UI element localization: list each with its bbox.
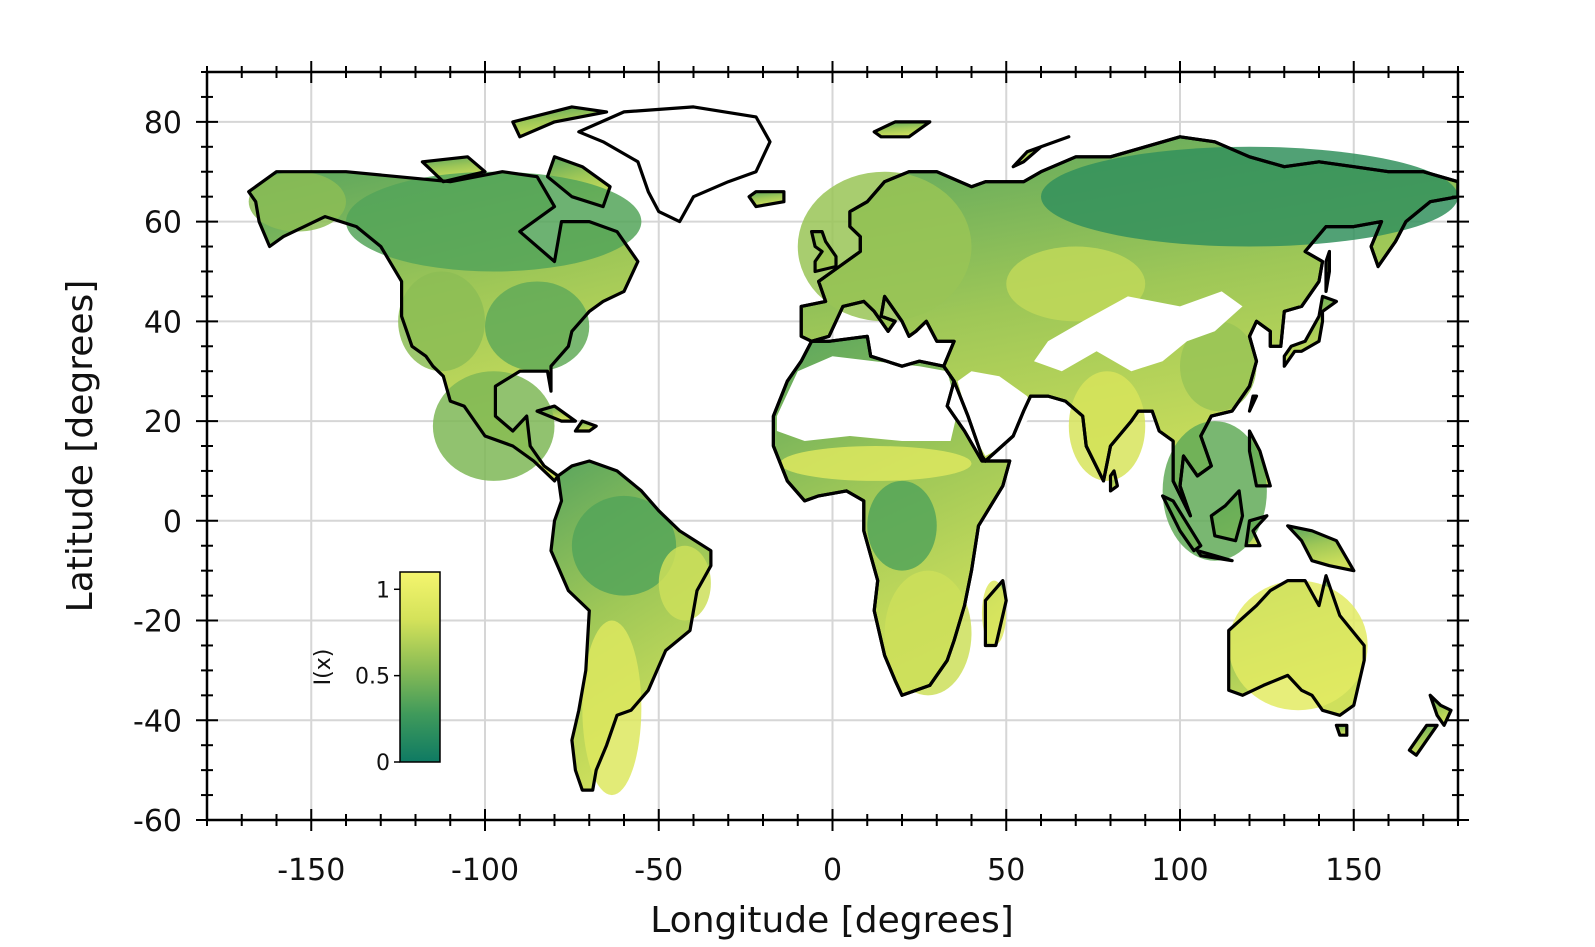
coastline-sri-lanka [1108,469,1119,493]
x-tick-label: -100 [451,853,519,888]
coastline-new-guinea [1286,524,1356,573]
region-value [780,446,972,481]
y-tick-label: -40 [133,704,182,739]
coastlines [247,105,1458,792]
region-value [398,271,485,372]
y-tick-labels: 80 60 40 20 0 -20 -40 -60 [133,106,182,839]
x-tick-label: -150 [277,853,345,888]
x-tick-label: 50 [987,853,1025,888]
region-value [485,281,590,372]
region-value [1041,146,1458,247]
coastline-borneo [1209,489,1245,543]
coastline-new-zealand-north [1428,693,1453,727]
plot-area: -150 -100 -50 0 50 100 150 806040200-20-40-60 … [60,61,1469,941]
region-value [658,545,711,621]
axis-ticks [196,61,1469,831]
region-value [1006,246,1146,322]
coastline-sumatra [1161,494,1203,553]
region-value [571,495,677,596]
region-value [1068,371,1146,481]
x-tick-label: 0 [823,853,842,888]
x-tick-label: 100 [1151,853,1208,888]
region-value [867,480,937,571]
land-new-guinea [1287,525,1354,571]
x-tick-label: -50 [634,853,683,888]
x-tick-label: 150 [1325,853,1382,888]
coastline-new-zealand-south [1407,723,1439,757]
coastline-australia [1227,574,1366,717]
region-value [346,171,642,272]
region-value [797,171,972,322]
coastline-sakhalin [1324,249,1331,293]
y-tick-label: 20 [144,405,182,440]
coastline-north-america [247,170,640,483]
colorbar-label: I(x) [311,649,336,686]
heatmap-regions [248,146,1458,796]
coastline-great-britain [810,230,838,274]
coastline-sulawesi [1244,514,1269,548]
coastline-africa-overlay [771,334,1012,697]
y-tick-label: -60 [133,804,182,839]
y-tick-label: 80 [144,106,182,141]
coastline-taiwan [1247,394,1259,413]
coastline-tasmania [1334,723,1349,737]
coastline-madagascar [983,579,1008,648]
region-value [582,620,642,796]
land-japan [1284,296,1337,367]
coastline-japan [1282,294,1338,368]
coastline-cuba [535,404,577,423]
no-data-region [1034,291,1243,372]
coastline-philippines [1247,429,1272,488]
x-tick-labels: -150 -100 -50 0 50 100 150 [277,853,1382,888]
colorbar-tick-label: 0.5 [355,665,390,690]
coastline-java [1195,549,1234,563]
coastline-ellesmere-island [511,105,609,139]
y-tick-label: 0 [163,505,182,540]
colorbar-gradient [399,571,441,763]
y-tick-label: 60 [144,206,182,241]
y-tick-label: -20 [133,605,182,640]
no-data-region [776,356,958,441]
y-axis-title: Latitude [degrees] [60,280,101,613]
colorbar-tick-label: 1 [376,578,390,603]
coastline-baffin-island [545,155,612,209]
coastline-eurasia-overlay [799,135,1458,518]
region-value [1180,321,1257,412]
x-axis-title: Longitude [degrees] [650,900,1014,941]
coastline-novaya-zemlya [1011,135,1071,169]
coastline-iceland [747,190,786,209]
coastline-hispaniola [573,419,598,433]
coastline-victoria-island [420,155,487,184]
coastline-south-america [549,459,713,792]
y-tick-label: 40 [144,305,182,340]
coastline-greenland [577,105,772,224]
colorbar-tick-label: 0 [376,751,390,776]
colorbar-ticks: 10.50 [355,578,400,776]
region-value [884,570,972,696]
region-value [1228,580,1368,711]
colorbar: 10.50 I(x) [311,571,441,776]
coastline-svalbard [872,120,932,139]
